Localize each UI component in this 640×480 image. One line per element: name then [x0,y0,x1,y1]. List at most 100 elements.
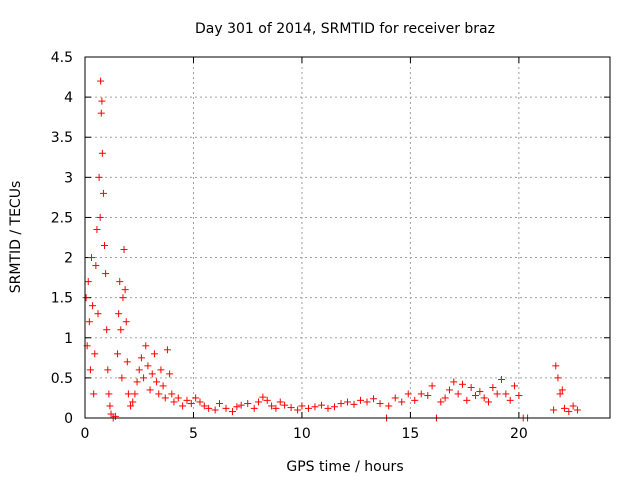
data-point [211,406,219,414]
data-point [357,396,365,404]
data-point [96,213,104,221]
data-point [155,390,163,398]
data-point [385,402,393,410]
data-point [515,392,523,400]
y-tick-label: 0 [64,411,73,427]
data-point [123,358,131,366]
data-point [344,398,351,406]
data-point [552,362,560,370]
data-point [117,326,125,334]
data-point [82,294,90,302]
data-point [424,392,432,400]
data-point [411,396,419,404]
data-point [222,404,230,412]
data-point [115,310,123,318]
data-point [179,402,187,410]
data-point [458,380,466,388]
data-point [84,278,92,286]
data-point [196,398,204,406]
y-tick-label: 4.5 [51,50,73,66]
data-point [565,408,573,416]
data-point [127,402,135,410]
y-axis-label: SRMTID / TECUs [8,181,24,294]
data-point [560,404,568,412]
gridlines [85,57,610,418]
data-point [463,396,471,404]
data-point [294,406,302,414]
data-point [428,382,436,390]
data-point [118,374,126,382]
data-point [237,401,245,409]
data-point [187,400,195,408]
data-point [144,362,152,370]
data-point [122,318,130,326]
data-point [97,77,105,85]
x-axis-label: GPS time / hours [286,459,403,475]
data-point [317,401,325,409]
data-point [101,242,109,250]
data-point [554,374,562,382]
y-tick-label: 3 [64,170,73,186]
data-point [120,246,128,254]
data-point [205,404,213,412]
data-point [216,400,224,408]
data-point [103,326,111,334]
y-tick-label: 2 [64,251,73,267]
data-point [350,400,358,408]
data-point [119,294,127,302]
data-point [89,302,97,310]
y-tick-label: 1.5 [51,291,73,307]
data-point [85,318,93,326]
data-point [330,403,338,411]
data-point [137,354,145,362]
data-point [493,390,501,398]
data-point [124,390,132,398]
data-point [511,382,519,390]
data-point [102,270,110,278]
data-point [558,386,566,394]
data-point [398,398,406,406]
data-point [276,398,284,406]
data-point [480,394,488,402]
data-point [467,384,475,392]
data-point [88,254,96,262]
data-point [244,400,252,408]
data-point [489,384,497,392]
data-point [133,378,141,386]
data-point [200,402,208,410]
chart-title: Day 301 of 2014, SRMTID for receiver bra… [195,21,495,37]
y-tick-label: 3.5 [51,130,73,146]
data-point [86,366,94,374]
data-point [550,406,558,414]
data-point [370,395,378,403]
data-point [90,390,98,398]
data-point [116,278,124,286]
data-point [485,398,493,406]
data-point [183,396,191,404]
data-point [170,398,178,406]
y-tick-label: 4 [64,90,73,106]
data-point [94,310,102,318]
data-point [95,173,103,181]
data-point [337,400,345,408]
data-point [104,366,112,374]
data-point [404,390,412,398]
data-point [445,386,453,394]
plot-frame [84,56,611,419]
data-point [454,390,462,398]
data-point [93,225,101,233]
data-point [161,394,169,402]
data-point [131,390,139,398]
data-point [159,382,167,390]
data-point [391,394,399,402]
data-point [573,406,581,414]
data-point [166,370,174,378]
data-point [192,394,200,402]
data-point [441,394,449,402]
data-point [97,109,105,117]
data-point [91,350,99,358]
data-point [417,390,425,398]
data-point [148,370,156,378]
data-point [92,262,100,270]
